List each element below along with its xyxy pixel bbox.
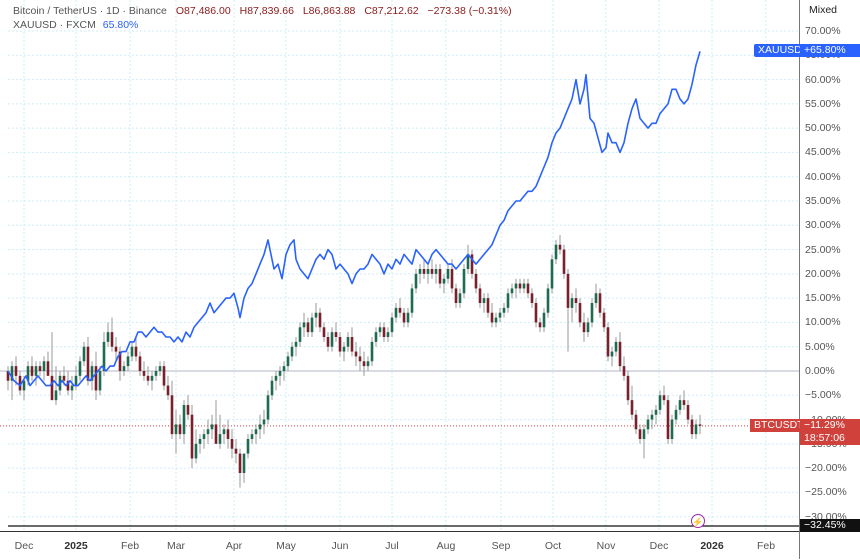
time-tick: Jun [331, 540, 349, 552]
legend-open: O87,486.00 [175, 5, 231, 17]
price-tick: 50.00% [805, 122, 841, 135]
legend-change: −273.38 (−0.31%) [427, 5, 512, 17]
time-tick: Sep [491, 540, 511, 552]
legend-ohlc: O87,486.00 H87,839.66 L86,863.88 C87,212… [176, 5, 518, 17]
chart-legend: Bitcoin / TetherUS · 1D · Binance O87,48… [13, 4, 518, 32]
xau-value-badge: +65.80% [800, 44, 860, 57]
price-tick: 25.00% [805, 243, 841, 256]
time-tick: Jul [385, 540, 399, 552]
price-tick: 60.00% [805, 73, 841, 86]
legend-main-symbol: Bitcoin / TetherUS · 1D · Binance [13, 5, 167, 17]
chart-area[interactable]: Bitcoin / TetherUS · 1D · Binance O87,48… [0, 0, 800, 530]
price-tick: 0.00% [805, 365, 835, 377]
legend-high: H87,839.66 [239, 5, 294, 17]
time-tick: Feb [120, 540, 140, 552]
time-tick: Dec [14, 540, 34, 552]
price-tick: 40.00% [805, 170, 841, 183]
price-tick: −25.00% [805, 486, 847, 499]
legend-main-row[interactable]: Bitcoin / TetherUS · 1D · Binance O87,48… [13, 4, 518, 18]
price-tick: −5.00% [805, 389, 841, 402]
time-tick: Mar [166, 540, 186, 552]
price-tick: 55.00% [805, 97, 841, 110]
xau-line-series[interactable] [7, 51, 701, 387]
price-tick: −20.00% [805, 462, 847, 475]
legend-compare-symbol: XAUUSD · FXCM [13, 19, 96, 31]
time-tick: May [276, 540, 296, 552]
price-tick: 30.00% [805, 219, 841, 232]
time-tick: Apr [225, 540, 243, 552]
grid-lines [8, 0, 800, 530]
price-tick: 45.00% [805, 146, 841, 159]
time-tick: Dec [649, 540, 669, 552]
xau-symbol-badge: XAUUSD [754, 44, 806, 57]
legend-close: C87,212.62 [364, 5, 419, 17]
time-axis[interactable]: Dec 2025 Feb Mar Apr May Jun Jul Aug Sep Oct Nov Dec… [0, 531, 799, 560]
price-axis[interactable]: Mixed 70.00%65.00%60.00%55.00%50.00%45.0… [799, 0, 860, 559]
scale-mode-label[interactable]: Mixed [808, 4, 837, 16]
time-tick: Aug [436, 540, 456, 552]
price-tick: 35.00% [805, 195, 841, 207]
price-tick: 70.00% [805, 25, 841, 37]
time-tick: 2026 [700, 540, 724, 552]
price-tick: 15.00% [805, 292, 841, 305]
price-tick: 20.00% [805, 267, 841, 280]
lightning-event-icon[interactable]: ⚡ [691, 514, 705, 528]
legend-compare-value: 65.80% [102, 19, 139, 31]
range-low-badge: −32.45% [800, 519, 860, 532]
btc-countdown-badge: 18:57:06 [800, 432, 860, 445]
legend-compare-row[interactable]: XAUUSD · FXCM 65.80% [13, 18, 518, 32]
legend-low: L86,863.88 [302, 5, 356, 17]
time-tick: Feb [756, 540, 776, 552]
time-tick: Oct [544, 540, 562, 552]
price-tick: 10.00% [805, 316, 841, 329]
btc-candlestick-series[interactable] [6, 235, 702, 488]
time-tick: 2025 [64, 540, 88, 552]
price-tick: 5.00% [805, 340, 835, 353]
btc-value-badge: −11.29% [800, 419, 860, 432]
chart-canvas[interactable] [0, 0, 800, 530]
btc-symbol-badge: BTCUSDT [750, 419, 808, 432]
time-tick: Nov [596, 540, 616, 552]
